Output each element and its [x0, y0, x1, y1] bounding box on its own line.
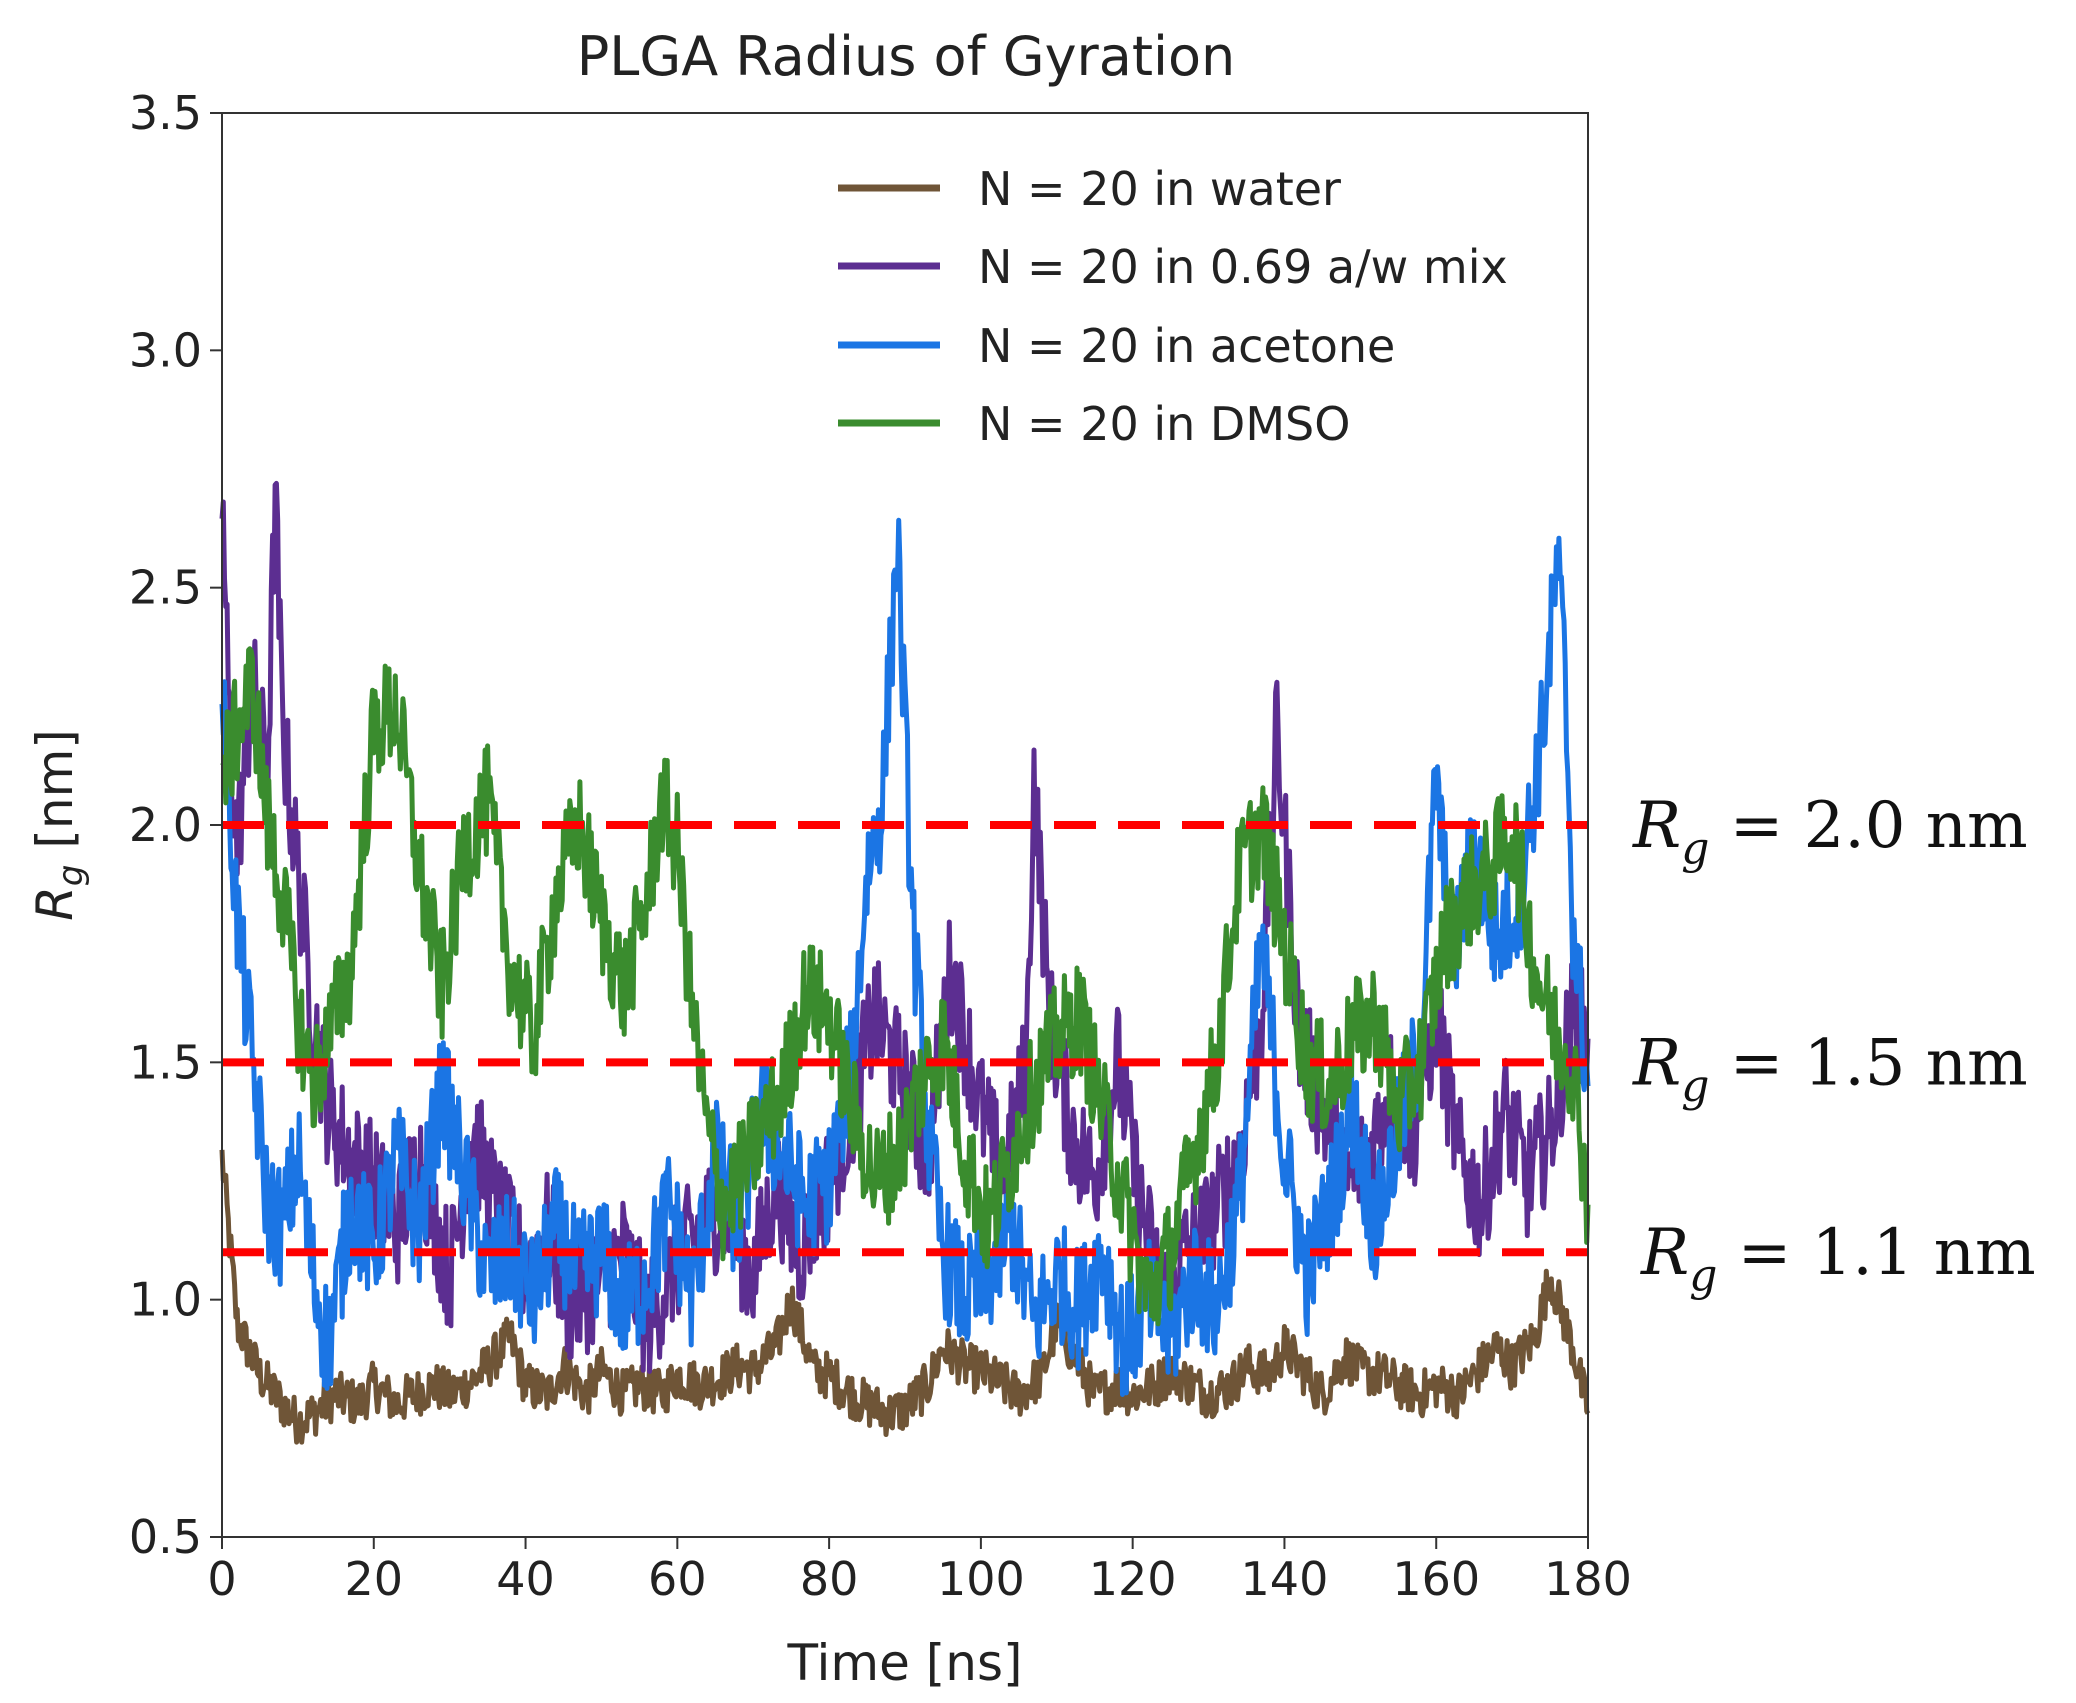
reference-label-symbol: R [1632, 1026, 1681, 1100]
x-tick-label: 140 [1241, 1552, 1329, 1606]
x-axis-label: Time [ns] [786, 1634, 1022, 1692]
series-layer [219, 480, 1591, 1445]
x-tick-label: 0 [207, 1552, 236, 1606]
y-tick-label: 1.5 [129, 1035, 202, 1089]
y-axis-label-unit: [nm] [26, 729, 84, 864]
series-line-dmso [220, 646, 1591, 1327]
x-axis-ticks: 0 20 40 60 80 100 120 140 160 180 [207, 1537, 1632, 1606]
legend: N = 20 in water N = 20 in 0.69 a/w mix N… [838, 162, 1508, 451]
reference-label-1.1: Rg = 1.1 nm [1640, 1216, 2036, 1301]
y-tick-label: 2.5 [129, 561, 202, 615]
legend-label-mix: N = 20 in 0.69 a/w mix [978, 240, 1508, 294]
x-tick-label: 40 [496, 1552, 555, 1606]
x-tick-label: 100 [937, 1552, 1025, 1606]
legend-item-dmso: N = 20 in DMSO [838, 397, 1350, 451]
legend-label-water: N = 20 in water [978, 162, 1341, 216]
x-tick-label: 60 [648, 1552, 707, 1606]
reference-label-value: = 1.1 nm [1717, 1216, 2035, 1290]
legend-item-acetone: N = 20 in acetone [838, 319, 1395, 373]
x-tick-label: 20 [345, 1552, 404, 1606]
y-tick-label: 3.0 [129, 323, 202, 377]
reference-label-symbol: R [1632, 789, 1681, 863]
x-tick-label: 120 [1089, 1552, 1177, 1606]
reference-label-1.5: Rg = 1.5 nm [1632, 1026, 2028, 1111]
x-tick-label: 80 [800, 1552, 859, 1606]
series-line-acetone [219, 517, 1591, 1397]
y-axis-ticks: 0.5 1.0 1.5 2.0 2.5 3.0 3.5 [129, 86, 222, 1564]
y-tick-label: 2.0 [129, 798, 202, 852]
y-axis-label: Rg [nm] [26, 729, 91, 921]
legend-item-mix: N = 20 in 0.69 a/w mix [838, 240, 1508, 294]
reference-label-subscript: g [1681, 823, 1709, 874]
x-tick-label: 160 [1392, 1552, 1480, 1606]
legend-item-water: N = 20 in water [838, 162, 1341, 216]
chart-title: PLGA Radius of Gyration [577, 25, 1236, 88]
reference-label-symbol: R [1640, 1216, 1689, 1290]
reference-label-subscript: g [1681, 1060, 1709, 1111]
y-tick-label: 0.5 [129, 1510, 202, 1564]
y-axis-label-subscript: g [51, 864, 91, 886]
reference-label-subscript: g [1689, 1250, 1717, 1301]
y-tick-label: 3.5 [129, 86, 202, 140]
y-tick-label: 1.0 [129, 1273, 202, 1327]
legend-label-acetone: N = 20 in acetone [978, 319, 1395, 373]
legend-label-dmso: N = 20 in DMSO [978, 397, 1350, 451]
reference-label-value: = 1.5 nm [1709, 1026, 2027, 1100]
y-axis-label-symbol: R [26, 886, 84, 921]
series-line-water [219, 1149, 1591, 1445]
reference-lines-layer [222, 821, 1588, 1257]
x-tick-label: 180 [1544, 1552, 1632, 1606]
reference-label-value: = 2.0 nm [1709, 789, 2027, 863]
series-line-mix [219, 480, 1591, 1374]
reference-label-2.0: Rg = 2.0 nm [1632, 789, 2028, 874]
